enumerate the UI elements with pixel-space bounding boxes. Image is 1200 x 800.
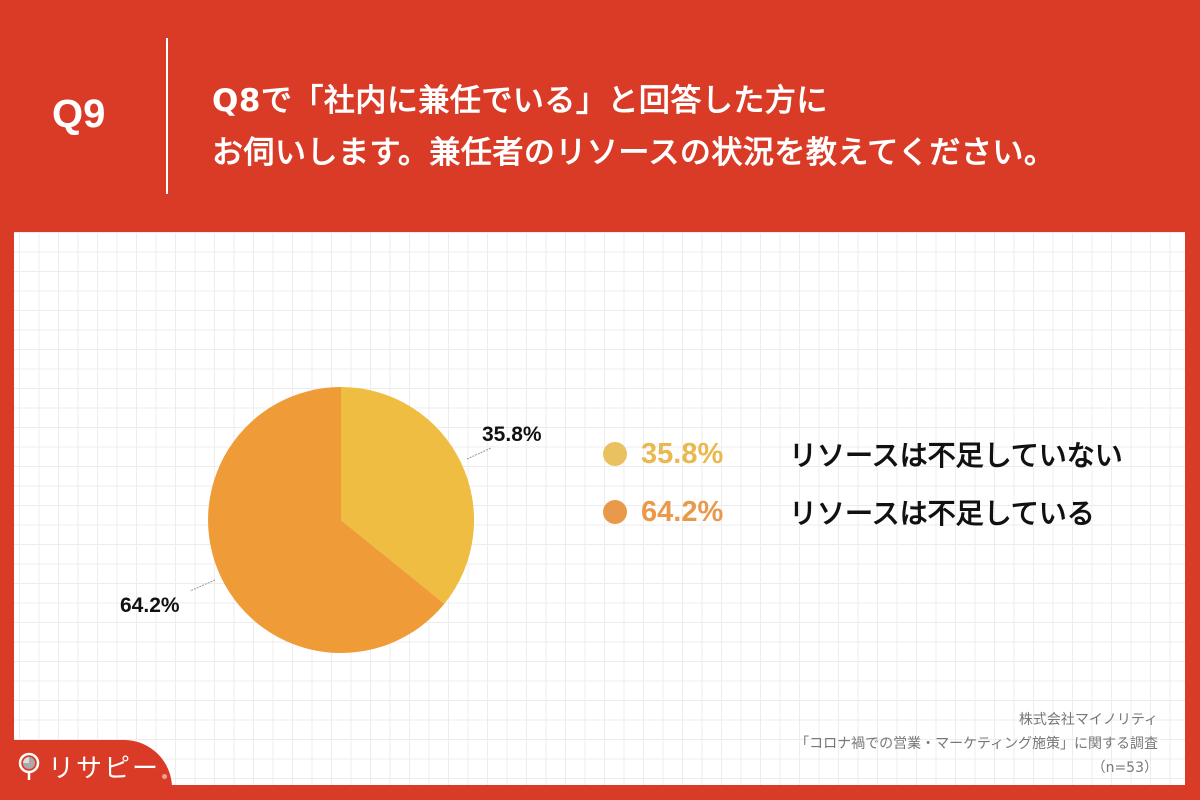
question-number: Q9 xyxy=(52,92,106,136)
logo-tab xyxy=(0,740,172,800)
legend-dot-icon xyxy=(603,442,627,466)
legend-label: リソースは不足していない xyxy=(789,439,1123,472)
question-line-1: Q8で「社内に兼任でいる」と回答した方に xyxy=(212,83,828,119)
source-survey: 「コロナ禍での営業・マーケティング施策」に関する調査 xyxy=(795,736,1158,752)
source-company: 株式会社マイノリティ xyxy=(1018,712,1158,728)
legend-pct: 64.2% xyxy=(641,495,724,528)
question-line-2: お伺いします。兼任者のリソースの状況を教えてください。 xyxy=(212,135,1056,171)
pin-pie-icon xyxy=(18,752,40,780)
legend-item-lacking: 64.2% リソースは不足している xyxy=(603,494,1123,530)
legend-item-not-lacking: 35.8% リソースは不足していない xyxy=(603,436,1123,472)
legend-pct: 35.8% xyxy=(641,437,724,470)
source-note: 株式会社マイノリティ 「コロナ禍での営業・マーケティング施策」に関する調査 （n… xyxy=(795,708,1158,780)
source-sample-size: （n=53） xyxy=(1091,760,1158,776)
chart-panel xyxy=(14,232,1185,785)
logo-dot-icon xyxy=(162,774,168,779)
legend-dot-icon xyxy=(603,500,627,524)
header: Q9 Q8で「社内に兼任でいる」と回答した方に お伺いします。兼任者のリソースの… xyxy=(0,0,1200,232)
question-text: Q8で「社内に兼任でいる」と回答した方に お伺いします。兼任者のリソースの状況を… xyxy=(212,75,1055,179)
legend-label: リソースは不足している xyxy=(789,497,1095,530)
legend: 35.8% リソースは不足していない 64.2% リソースは不足している xyxy=(603,436,1123,552)
logo: リサピー xyxy=(18,748,168,785)
header-divider xyxy=(166,38,168,194)
logo-text: リサピー xyxy=(48,754,161,784)
